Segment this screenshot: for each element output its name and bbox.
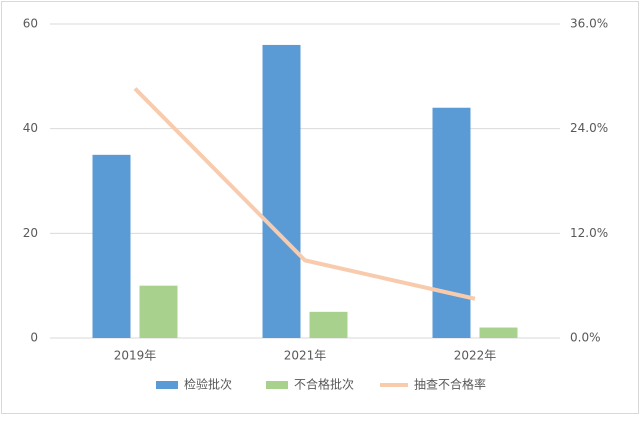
x-tick-label: 2021年 <box>284 349 327 363</box>
bar <box>92 154 131 338</box>
y-tick-label: 20 <box>23 226 38 240</box>
legend-swatch <box>156 381 178 389</box>
x-tick-label: 2022年 <box>454 349 497 363</box>
y2-tick-label: 24.0% <box>570 121 608 135</box>
bar <box>262 44 301 338</box>
legend-label: 抽查不合格率 <box>414 377 486 392</box>
y-tick-label: 40 <box>23 121 38 135</box>
line <box>133 87 476 301</box>
y2-tick-label: 36.0% <box>570 17 608 31</box>
bar <box>309 311 348 338</box>
legend-label: 不合格批次 <box>294 377 354 392</box>
x-tick-label: 2019年 <box>114 349 157 363</box>
bar <box>432 107 471 338</box>
y2-tick-label: 0.0% <box>570 331 601 345</box>
bar <box>139 285 178 338</box>
y2-tick-label: 12.0% <box>570 226 608 240</box>
y-tick-label: 60 <box>23 17 38 31</box>
legend-swatch <box>266 381 288 389</box>
y-tick-label: 0 <box>30 331 38 345</box>
legend-label: 检验批次 <box>184 377 232 392</box>
bar <box>479 327 518 338</box>
